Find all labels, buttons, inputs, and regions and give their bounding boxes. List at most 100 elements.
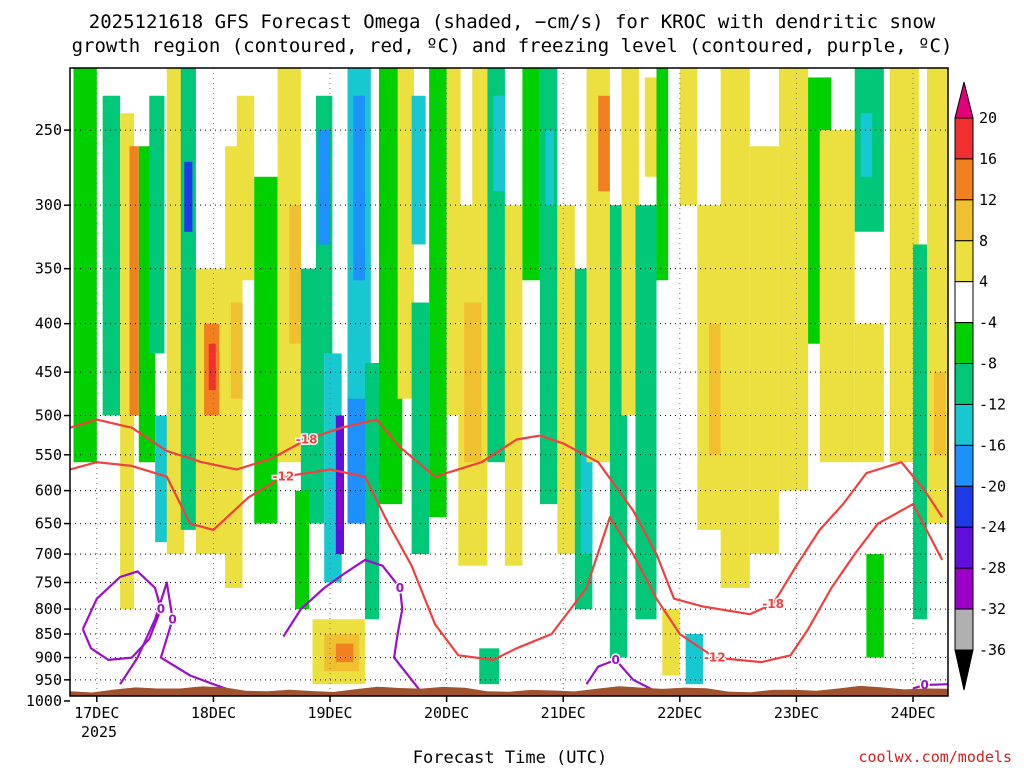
omega-cell	[411, 95, 426, 245]
dendritic-contour	[492, 503, 944, 664]
colorbar-band	[954, 526, 974, 569]
colorbar-label: 20	[979, 109, 997, 127]
colorbar-label: -24	[979, 518, 1006, 536]
y-tick-label: 900	[35, 649, 62, 667]
y-tick-label: 1000	[26, 692, 62, 710]
omega-cell	[236, 95, 255, 281]
y-tick-label: 250	[35, 121, 62, 139]
dendritic-contour	[539, 434, 944, 616]
y-tick-label: 700	[35, 545, 62, 563]
chart-title-line-2: growth region (contoured, red, ºC) and f…	[72, 35, 953, 57]
x-tick-label: 22DEC	[657, 704, 702, 722]
dendritic-contour	[70, 461, 494, 661]
colorbar-label: 12	[979, 191, 997, 209]
freezing-level-contour	[81, 570, 162, 661]
y-tick-label: 850	[35, 625, 62, 643]
omega-cell	[102, 95, 121, 416]
y-axis: 250 300 350 400 450 500 550 600 650 700 750 800 850 9…	[26, 121, 70, 710]
dendritic-contour	[70, 418, 541, 478]
dendritic-contour-label: -18	[296, 433, 318, 447]
omega-cell	[761, 323, 774, 416]
x-axis-year: 2025	[81, 723, 117, 741]
colorbar-band	[954, 199, 974, 242]
omega-cell	[644, 77, 657, 177]
x-tick-label: 19DEC	[307, 704, 352, 722]
freezing-level-contour	[282, 558, 425, 696]
colorbar-label: -12	[979, 395, 1006, 413]
freezing-level-contour-label: 0	[168, 612, 176, 626]
y-tick-label: 600	[35, 482, 62, 500]
omega-cell	[472, 68, 488, 206]
omega-cell	[656, 68, 669, 281]
colorbar-label: -20	[979, 477, 1006, 495]
colorbar-top-arrow	[954, 81, 974, 119]
omega-cell	[720, 68, 750, 588]
dendritic-contour-label: -18	[762, 597, 784, 611]
omega-cell	[378, 68, 403, 505]
omega-cell	[934, 372, 946, 455]
colorbar-band	[954, 322, 974, 365]
dendritic-contour-label: -12	[273, 470, 295, 484]
colorbar-label: 16	[979, 150, 997, 168]
x-tick-label: 17DEC	[74, 704, 119, 722]
x-axis: 17DEC 18DEC 19DEC 20DEC 21DEC 22DEC 23DEC 24DEC	[74, 696, 936, 722]
omega-cell	[166, 68, 185, 555]
y-tick-label: 300	[35, 196, 62, 214]
omega-cell	[479, 648, 500, 685]
omega-cell	[557, 205, 575, 555]
freezing-level-contour-label: 0	[157, 602, 165, 616]
freezing-level-contour-label: 0	[612, 653, 620, 667]
colorbar-label: -28	[979, 559, 1006, 577]
omega-cell	[295, 490, 310, 610]
omega-cell	[338, 476, 342, 530]
colorbar-band	[954, 485, 974, 528]
omega-cell	[429, 68, 447, 518]
omega-cell	[318, 130, 331, 245]
y-tick-label: 800	[35, 600, 62, 618]
colorbar-bottom-arrow	[954, 649, 974, 691]
omega-cell	[208, 343, 216, 391]
credit-link[interactable]: coolwx.com/models	[858, 748, 1012, 766]
y-tick-label: 650	[35, 515, 62, 533]
colorbar-band	[954, 363, 974, 405]
omega-cell	[347, 398, 365, 524]
y-tick-label: 350	[35, 260, 62, 278]
colorbar: 20 16 12 8 4 -4 -8 -12 -16 -20 -24 -28 -32 -36	[954, 81, 1006, 691]
colorbar-band	[954, 281, 974, 324]
ground-terrain	[70, 685, 948, 696]
freezing-level-contour	[585, 658, 663, 696]
colorbar-band	[954, 608, 974, 651]
colorbar-label: 4	[979, 273, 988, 291]
freezing-level-contour-label: 0	[921, 678, 929, 692]
chart-title-line-1: 2025121618 GFS Forecast Omega (shaded, −…	[89, 11, 936, 33]
x-tick-label: 24DEC	[890, 704, 935, 722]
omega-cell	[446, 68, 461, 416]
omega-cell	[539, 68, 558, 505]
plot-frame	[69, 67, 949, 697]
colorbar-band	[954, 240, 974, 283]
colorbar-label: -8	[979, 355, 997, 373]
omega-cell	[580, 454, 593, 555]
dendritic-contour-label: -12	[704, 651, 726, 665]
omega-cell	[635, 205, 657, 620]
omega-shading	[73, 68, 948, 685]
omega-cell	[411, 302, 430, 555]
colorbar-label: -36	[979, 641, 1006, 659]
omega-cell	[854, 323, 884, 463]
omega-cell	[129, 146, 139, 416]
colorbar-label: 8	[979, 232, 988, 250]
omega-cell	[184, 161, 193, 232]
omega-cell	[397, 68, 414, 399]
omega-cell	[598, 95, 610, 192]
y-tick-label: 450	[35, 363, 62, 381]
omega-cell	[230, 302, 243, 399]
x-tick-label: 23DEC	[774, 704, 819, 722]
omega-cell	[778, 68, 809, 491]
colorbar-band	[954, 158, 974, 201]
freezing-level-contour-label: 0	[396, 581, 404, 595]
y-tick-label: 950	[35, 671, 62, 689]
omega-cell	[708, 323, 721, 455]
